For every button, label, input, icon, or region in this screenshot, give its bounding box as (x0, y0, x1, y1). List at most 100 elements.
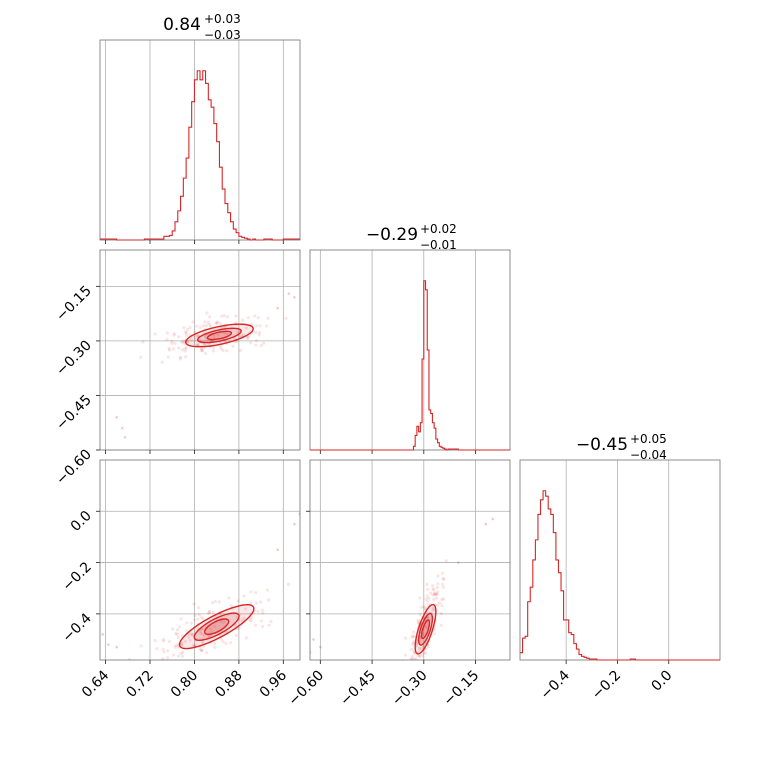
panel-scatter-1-0 (96, 249, 301, 454)
scatter-point (424, 597, 428, 601)
scatter-point (199, 615, 204, 619)
scatter-point (236, 331, 240, 335)
scatter-point (427, 616, 431, 621)
scatter-point (403, 653, 408, 657)
scatter-point (176, 654, 181, 658)
scatter-point (426, 645, 430, 649)
scatter-point (175, 632, 179, 637)
scatter-point (192, 602, 196, 606)
scatter-point (431, 584, 435, 588)
scatter-point (431, 593, 435, 597)
scatter-point (244, 326, 248, 330)
scatter-point (203, 351, 208, 355)
scatter-point (206, 611, 210, 615)
scatter-point (440, 604, 444, 608)
scatter-point (214, 321, 218, 325)
panel-hist-0 (99, 39, 301, 244)
histogram-step-hist-2 (520, 490, 720, 661)
scatter-point (403, 636, 408, 640)
scatter-point (427, 596, 431, 600)
scatter-point (225, 315, 229, 319)
scatter-point (426, 587, 430, 592)
scatter-point (436, 574, 440, 578)
scatter-point (181, 339, 185, 343)
scatter-point (167, 346, 171, 351)
scatter-point (227, 596, 231, 600)
scatter-point (128, 657, 132, 660)
scatter-point (215, 320, 219, 324)
scatter-point (115, 415, 118, 419)
scatter-point (201, 324, 206, 328)
scatter-point (184, 331, 189, 335)
scatter-point (436, 590, 440, 594)
scatter-point (153, 639, 157, 643)
scatter-point (248, 341, 253, 345)
scatter-point (173, 341, 177, 346)
scatter-point (444, 559, 448, 563)
scatter-point (253, 623, 258, 627)
contour-middle (417, 612, 434, 646)
panel-title-hist-1: −0.29 (366, 225, 418, 245)
x-tick-label: 0.88 (212, 668, 245, 701)
scatter-point (161, 647, 165, 651)
panel-scatter-2-0 (96, 459, 301, 664)
scatter-point (234, 633, 238, 638)
y-tick-label: 0.0 (68, 508, 95, 535)
scatter-point (198, 630, 202, 634)
scatter-point (180, 641, 184, 645)
scatter-point (435, 603, 439, 607)
histogram-step-hist-0 (100, 70, 300, 241)
scatter-point (412, 664, 415, 667)
scatter-point (200, 349, 204, 353)
scatter-point (175, 628, 180, 632)
panel-hist-1 (309, 249, 511, 454)
scatter-point (158, 676, 161, 679)
scatter-point (425, 616, 430, 620)
histogram-step-hist-1 (310, 280, 510, 451)
scatter-point (409, 657, 414, 660)
scatter-point (262, 341, 266, 345)
density-fill-outer (179, 604, 254, 649)
scatter-point (139, 644, 143, 648)
scatter-point (414, 656, 418, 660)
scatter-point (432, 588, 436, 592)
scatter-point (441, 585, 446, 589)
scatter-point (442, 577, 446, 581)
scatter-point (180, 654, 185, 659)
scatter-point (432, 632, 436, 636)
x-tick-label: 0.72 (123, 668, 156, 701)
scatter-point (243, 607, 248, 611)
scatter-point (197, 606, 201, 610)
scatter-point (224, 331, 229, 336)
x-tick-label: −0.4 (538, 667, 573, 702)
scatter-point (196, 334, 200, 338)
scatter-point (257, 330, 262, 335)
scatter-point (410, 642, 414, 647)
scatter-point (212, 642, 217, 646)
density-scatter-1-0 (115, 292, 296, 439)
contour-outer (414, 603, 437, 655)
scatter-point (265, 588, 269, 592)
scatter-point (422, 651, 426, 655)
scatter-point (200, 649, 204, 653)
panel-title-plus-hist-2: +0.05 (630, 432, 667, 446)
scatter-point (203, 320, 207, 324)
scatter-point (204, 323, 209, 328)
scatter-point (107, 643, 110, 646)
scatter-point (435, 592, 439, 596)
scatter-point (238, 348, 243, 353)
panel-frame (99, 249, 301, 451)
scatter-point (431, 606, 435, 611)
scatter-point (433, 592, 437, 596)
scatter-point (440, 582, 445, 586)
scatter-point (208, 324, 213, 329)
scatter-point (441, 597, 446, 601)
scatter-point (166, 649, 170, 653)
scatter-point (187, 635, 191, 639)
scatter-point (412, 657, 416, 660)
scatter-point (435, 592, 439, 596)
scatter-point (101, 633, 105, 636)
scatter-point (167, 639, 172, 644)
scatter-point (416, 618, 420, 622)
density-fill-outer (415, 604, 436, 654)
